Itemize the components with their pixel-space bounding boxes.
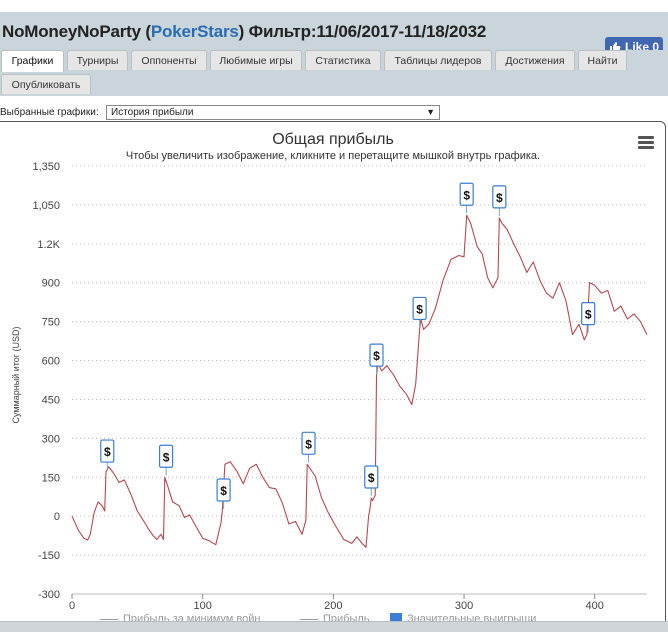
dropdown-arrow-icon: ▼ — [426, 107, 435, 117]
profit-series-line — [71, 214, 648, 548]
big-win-flag-label: $ — [496, 191, 503, 205]
big-win-flag-label: $ — [373, 349, 380, 363]
tab-publish[interactable]: Опубликовать — [1, 74, 91, 94]
x-tick-label: 0 — [69, 600, 75, 612]
chart-plot[interactable]: -300 -150 0 150 300 450 600 750 900 1.2K 1,050 1,35… — [0, 122, 666, 629]
tab-opponents[interactable]: Оппоненты — [131, 50, 207, 70]
x-tick-label: 100 — [194, 600, 212, 612]
chart-title: Общая прибыль — [272, 131, 394, 148]
big-win-flag-label: $ — [463, 188, 470, 202]
y-tick-label: 600 — [42, 356, 60, 368]
big-win-flag-label: $ — [305, 437, 312, 451]
page-header: NoMoneyNoParty (PokerStars) Фильтр:11/06… — [0, 12, 668, 57]
big-win-flag[interactable] — [158, 444, 174, 468]
page-title: NoMoneyNoParty (PokerStars) Фильтр:11/06… — [2, 22, 487, 41]
tab-achievements[interactable]: Достижения — [495, 50, 575, 70]
y-tick-label: -150 — [38, 550, 60, 562]
tab-tournaments[interactable]: Турниры — [67, 50, 128, 70]
big-win-flag[interactable] — [412, 296, 427, 321]
tab-statistics[interactable]: Статистика — [305, 50, 381, 70]
chart-menu-icon[interactable] — [638, 136, 654, 149]
big-win-flag[interactable] — [364, 465, 379, 489]
legend-line-icon — [100, 618, 118, 620]
chart-panel: -300 -150 0 150 300 450 600 750 900 1.2K 1,050 1,35… — [0, 121, 666, 629]
tab-favorite-games[interactable]: Любимые игры — [210, 50, 302, 70]
y-tick-label: 1,350 — [32, 161, 60, 173]
y-tick-label: 1,050 — [32, 200, 60, 212]
big-win-flag-label: $ — [104, 445, 111, 459]
y-tick-label: 1.2K — [37, 239, 60, 251]
x-tick-label: 400 — [586, 600, 604, 612]
big-win-flag-label: $ — [220, 484, 227, 498]
player-name: NoMoneyNoParty — [2, 22, 141, 41]
chart-subtitle: Чтобы увеличить изображение, кликните и … — [125, 150, 541, 162]
big-win-flag[interactable] — [369, 343, 384, 367]
graph-select-label: Выбранные графики: — [0, 107, 99, 118]
big-win-flag-label: $ — [585, 308, 592, 322]
graph-select[interactable]: История прибыли ▼ — [106, 105, 440, 120]
tab-graphs[interactable]: Графики — [1, 50, 64, 72]
filter-range: 11/06/2017-11/18/2032 — [316, 22, 487, 41]
tab-leaderboards[interactable]: Таблицы лидеров — [384, 50, 492, 70]
y-tick-label: -300 — [38, 589, 60, 601]
y-tick-label: 450 — [42, 394, 60, 406]
big-win-flag-label: $ — [368, 471, 375, 485]
big-win-flag-label: $ — [163, 450, 170, 464]
big-win-flag[interactable] — [100, 439, 115, 463]
big-win-flag[interactable] — [492, 185, 507, 209]
bottom-scrollbar[interactable] — [0, 621, 668, 632]
y-tick-label: 0 — [54, 511, 60, 523]
graph-select-value: История прибыли — [111, 107, 194, 118]
big-win-flag[interactable] — [581, 302, 596, 326]
x-tick-label: 300 — [455, 600, 473, 612]
site-link[interactable]: PokerStars — [150, 22, 239, 41]
y-tick-label: 150 — [42, 472, 60, 484]
y-axis-label: Суммарный итог (USD) — [11, 326, 21, 424]
big-win-flag[interactable] — [459, 182, 474, 206]
legend-line-icon — [300, 618, 318, 620]
thumbs-up-icon — [609, 42, 621, 52]
y-tick-label: 900 — [42, 278, 60, 290]
x-tick-label: 200 — [324, 600, 342, 612]
tab-search[interactable]: Найти — [578, 50, 627, 70]
tab-bar: Графики Турниры Оппоненты Любимые игры С… — [0, 50, 668, 146]
filter-label: Фильтр: — [248, 22, 317, 41]
big-win-flag[interactable] — [216, 478, 231, 502]
big-win-flag[interactable] — [301, 431, 316, 455]
y-tick-label: 750 — [42, 317, 60, 329]
big-win-flag-label: $ — [416, 302, 423, 316]
y-tick-label: 300 — [42, 433, 60, 445]
